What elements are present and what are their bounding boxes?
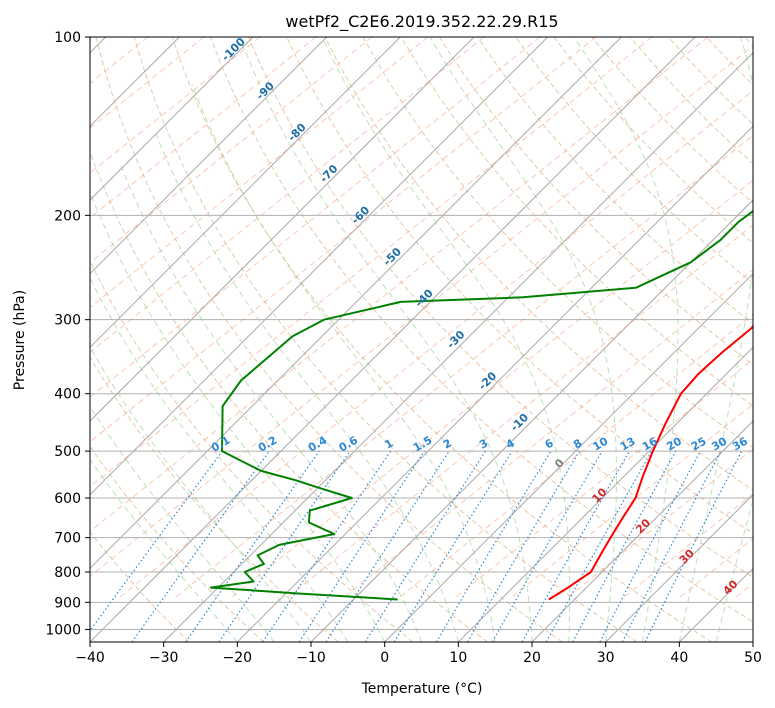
isotherm-line — [90, 37, 328, 275]
x-tick-label: 30 — [597, 650, 615, 666]
y-tick-label: 500 — [54, 444, 81, 460]
moist-adiabat-line — [90, 405, 275, 642]
mixing-ratio-line — [185, 450, 320, 642]
mixing-ratio-line — [325, 450, 450, 642]
dry-adiabat-line — [324, 37, 753, 491]
x-tick-label: 0 — [380, 650, 389, 666]
mixing-ratio-lines — [90, 450, 743, 642]
mixing-ratio-line — [218, 450, 351, 642]
y-tick-label: 400 — [54, 387, 81, 403]
mixing-ratio-line — [545, 450, 653, 642]
y-axis-title: Pressure (hPa) — [12, 290, 28, 390]
dewpoint-line — [209, 210, 753, 601]
x-tick-label: 40 — [670, 650, 688, 666]
moist-adiabat-line — [678, 37, 753, 642]
plot-area — [90, 37, 753, 642]
dry-adiabat-line — [400, 37, 753, 407]
mixing-ratio-line — [131, 450, 270, 642]
x-axis-ticks: −40 −30 −20 −10 0 10 20 30 40 50 — [75, 642, 762, 666]
y-tick-label: 800 — [54, 565, 81, 581]
x-tick-label: −30 — [149, 650, 179, 666]
dry-adiabats — [90, 37, 753, 642]
moist-adiabat-line — [573, 37, 679, 642]
x-axis-title: Temperature (°C) — [361, 681, 483, 697]
x-tick-label: −10 — [296, 650, 326, 666]
mixing-ratio-line — [90, 450, 223, 632]
dry-adiabat-line — [171, 37, 712, 642]
y-axis-ticks: 100 200 300 400 500 600 700 800 900 1000 — [45, 30, 90, 638]
y-tick-label: 200 — [54, 208, 81, 224]
isotherm-line — [163, 51, 753, 642]
isotherm-line — [90, 37, 696, 642]
y-tick-label: 300 — [54, 313, 81, 329]
isotherm-line — [605, 493, 753, 642]
dry-adiabat-line — [210, 37, 753, 623]
moist-adiabat-line — [429, 37, 617, 642]
isotherm-line — [90, 37, 401, 349]
dry-adiabat-line — [133, 37, 638, 642]
y-tick-label: 600 — [54, 491, 81, 507]
mixing-ratio-line — [298, 450, 425, 642]
y-tick-label: 1000 — [45, 622, 81, 638]
x-tick-label: −20 — [223, 650, 253, 666]
moist-adiabat-line — [90, 458, 238, 642]
mixing-ratio-line — [572, 450, 677, 642]
mixing-ratio-line — [262, 450, 392, 642]
x-tick-label: 10 — [449, 650, 467, 666]
x-tick-label: −40 — [75, 650, 105, 666]
dry-adiabat-line — [90, 531, 190, 642]
isotherm-line — [531, 420, 753, 642]
isotherm-line — [457, 346, 753, 642]
x-tick-label: 20 — [523, 650, 541, 666]
moist-adiabat-line — [321, 37, 571, 642]
isotherm-line — [90, 37, 254, 201]
isotherm-line — [90, 37, 549, 496]
temperature-line — [548, 324, 753, 601]
mixing-ratio-line — [521, 450, 631, 642]
mixing-ratio-line — [393, 450, 513, 642]
plot-frame — [89, 36, 754, 643]
chart-title: wetPf2_C2E6.2019.352.22.29.R15 — [285, 12, 558, 32]
y-tick-label: 900 — [54, 595, 81, 611]
x-tick-label: 50 — [744, 650, 762, 666]
profile-series — [209, 210, 753, 601]
isotherm-line — [384, 272, 753, 642]
dry-adiabat-line — [90, 356, 339, 642]
moist-adiabat-line — [90, 346, 312, 642]
dry-adiabat-line — [95, 37, 563, 642]
isotherm-line — [90, 37, 622, 570]
isotherm-line — [236, 125, 753, 642]
moist-adiabat-line — [191, 83, 496, 642]
dry-adiabat-line — [515, 37, 753, 284]
dry-adiabat-line — [248, 37, 753, 578]
moist-adiabat-line — [715, 498, 753, 642]
y-tick-label: 100 — [54, 30, 81, 46]
isotherm-line — [90, 37, 475, 422]
moist-adiabat-line — [239, 37, 533, 642]
mixing-ratio-line — [644, 450, 743, 642]
skewed-isotherms — [90, 37, 753, 642]
moist-adiabat-line — [90, 195, 386, 642]
y-tick-label: 700 — [54, 531, 81, 547]
dry-adiabat-line — [90, 150, 488, 642]
isotherm-line — [310, 199, 753, 642]
dry-adiabat-line — [90, 445, 264, 642]
